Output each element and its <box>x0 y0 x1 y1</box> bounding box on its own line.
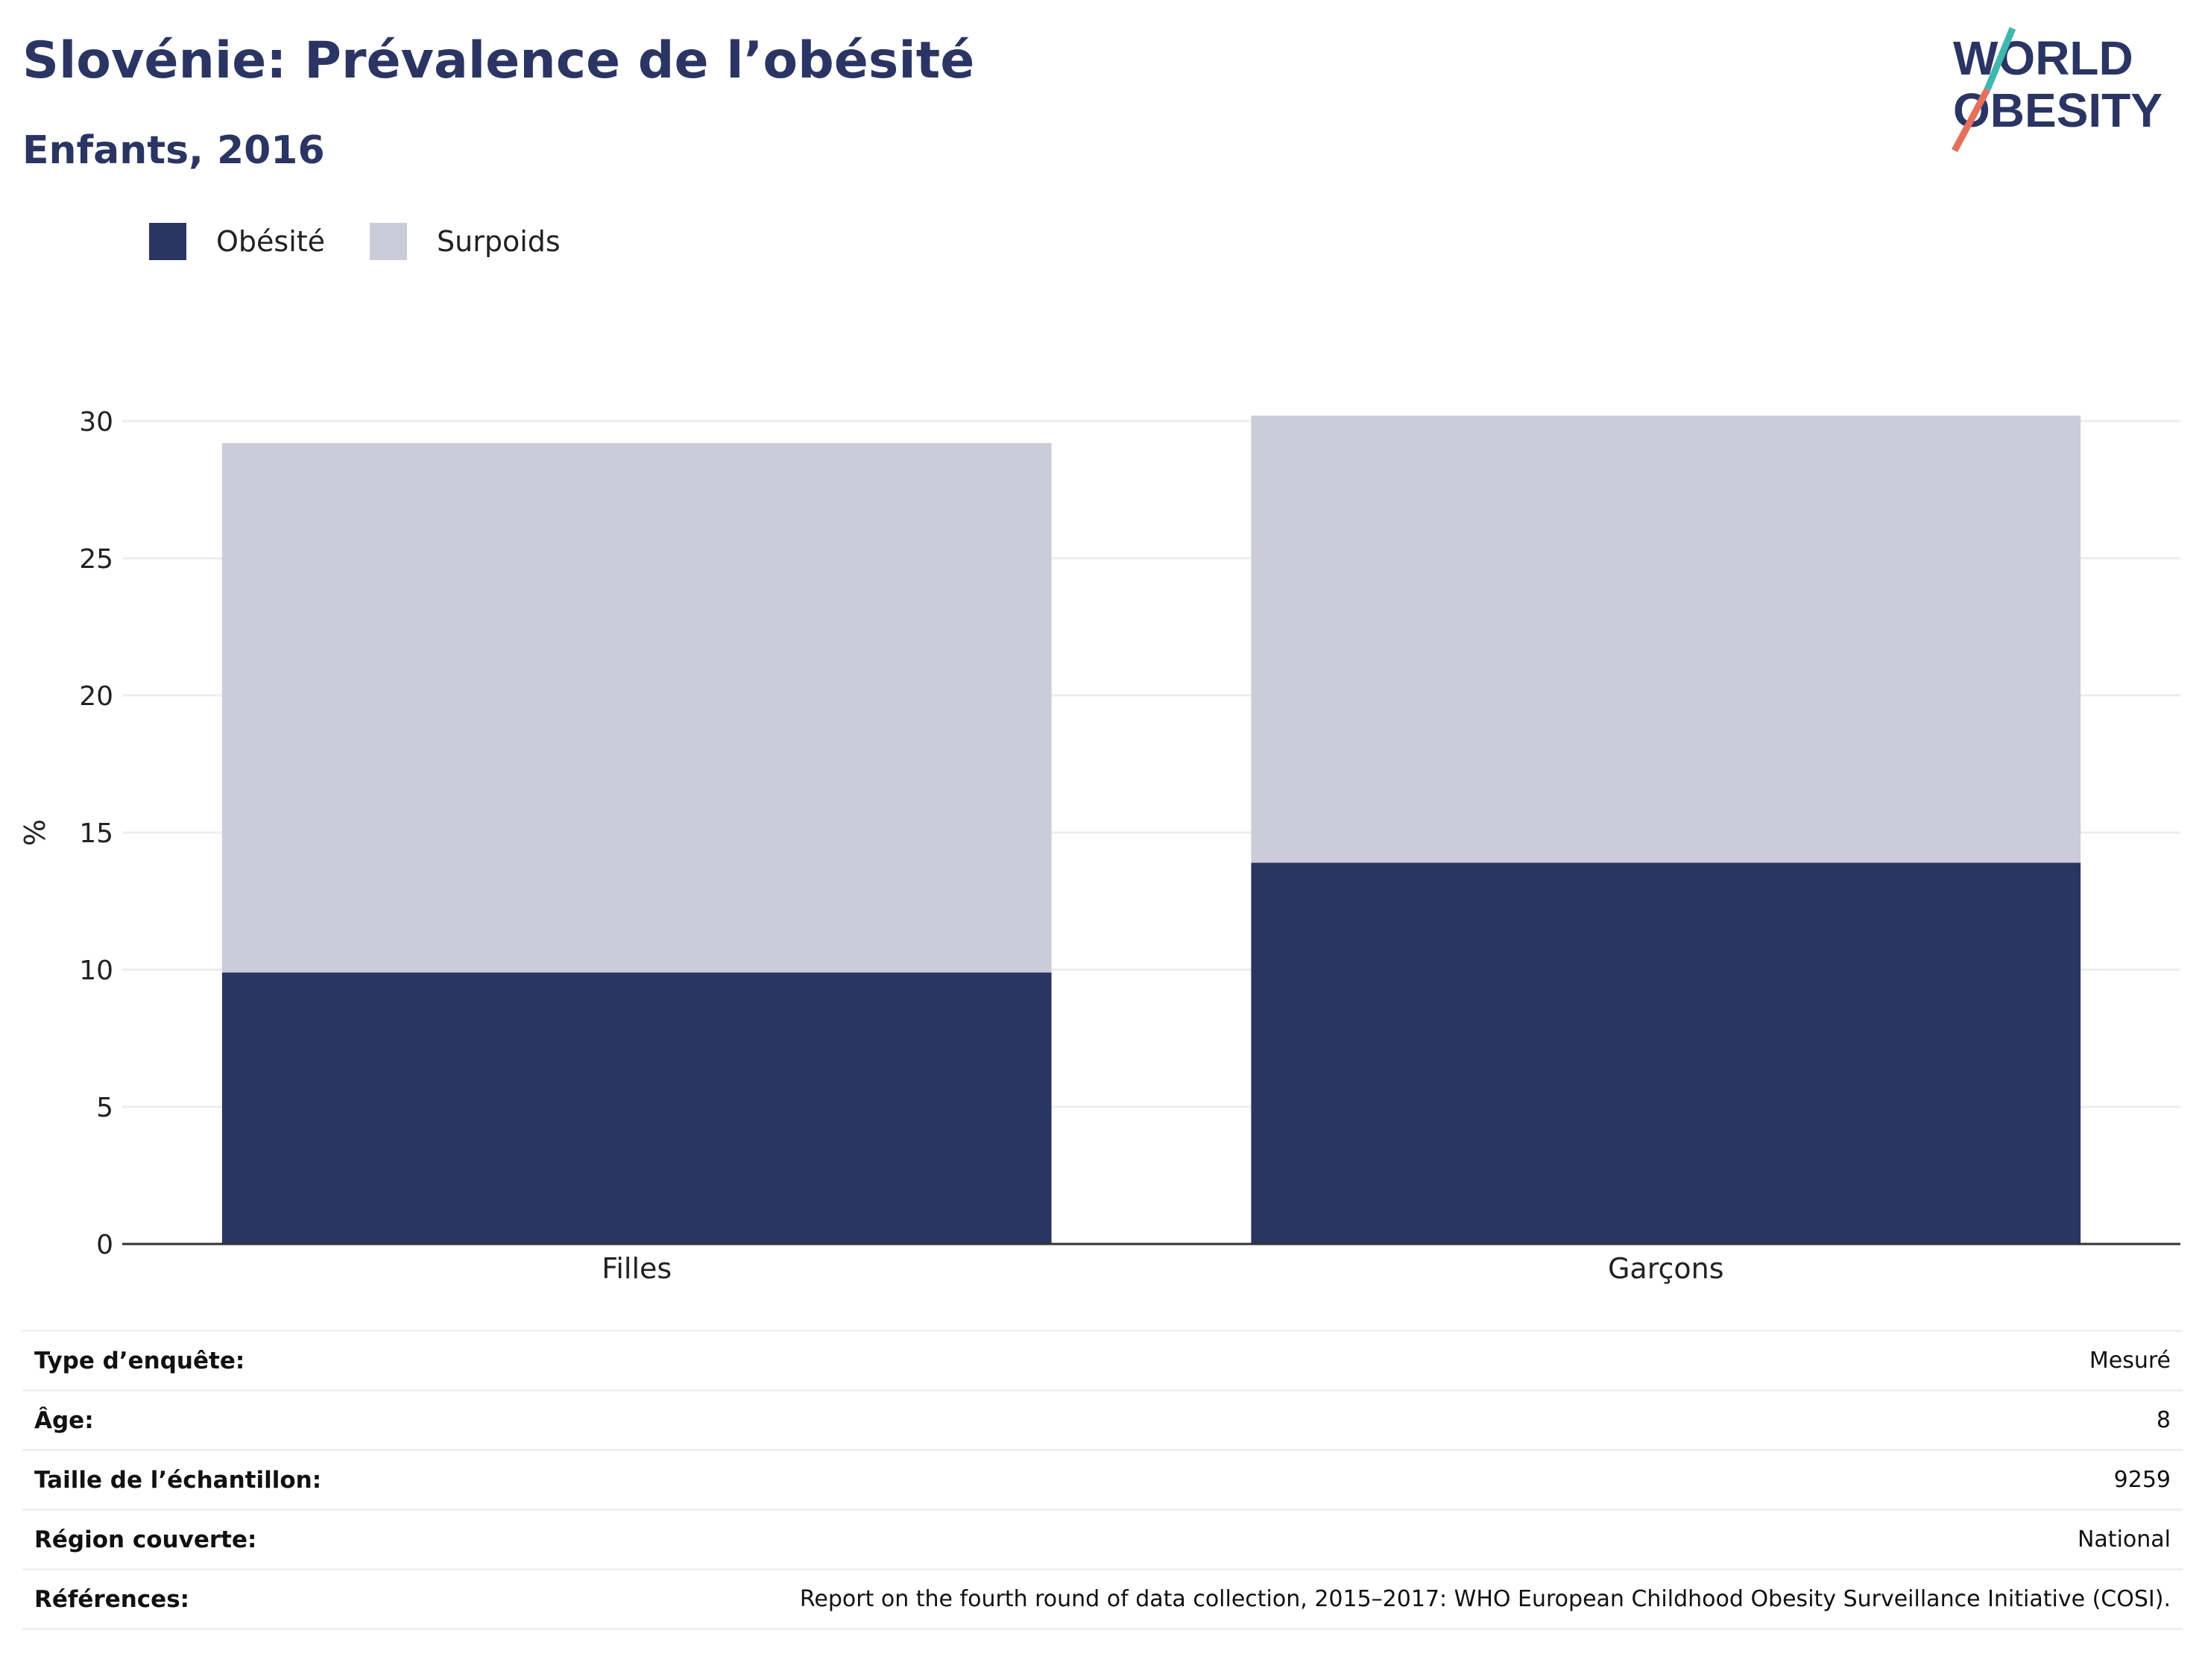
page-title: Slovénie: Prévalence de l’obésité <box>22 31 975 90</box>
y-tick-label: 20 <box>79 681 113 712</box>
bar-obesity-1 <box>1251 862 2081 1244</box>
world-obesity-logo: WORLD OBESITY <box>1952 27 2163 153</box>
bar-overweight-0 <box>221 443 1052 973</box>
info-value: 9259 <box>2113 1467 2171 1493</box>
logo-line1: WORLD <box>1953 31 2133 85</box>
survey-info-table: Type d’enquête: Mesuré Âge: 8 Taille de … <box>22 1330 2183 1630</box>
legend-swatch-overweight <box>370 223 408 260</box>
page-subtitle: Enfants, 2016 <box>22 128 325 173</box>
bar-overweight-1 <box>1251 415 2081 863</box>
y-tick-label: 10 <box>79 956 113 986</box>
info-key: Références: <box>34 1585 190 1613</box>
logo-slash-teal <box>1984 27 2016 91</box>
y-tick-label: 0 <box>96 1230 113 1260</box>
info-key: Type d’enquête: <box>34 1347 245 1374</box>
info-value: Report on the fourth round of data colle… <box>799 1586 2171 1612</box>
info-row-age: Âge: 8 <box>22 1392 2183 1451</box>
info-row-survey-type: Type d’enquête: Mesuré <box>22 1332 2183 1392</box>
info-row-references: Références: Report on the fourth round o… <box>22 1570 2183 1630</box>
y-tick-label: 5 <box>96 1093 113 1123</box>
legend-label-obesity: Obésité <box>216 225 326 258</box>
info-row-region: Région couverte: National <box>22 1511 2183 1570</box>
info-value: National <box>2077 1526 2171 1553</box>
info-row-sample-size: Taille de l’échantillon: 9259 <box>22 1451 2183 1511</box>
bar-chart: 0 5 10 15 20 25 30 Filles Garçons% <box>19 407 2180 1285</box>
legend-swatch-obesity <box>149 223 186 260</box>
x-tick-label: Filles <box>602 1252 672 1285</box>
y-tick-label: 15 <box>79 818 113 849</box>
legend-label-overweight: Surpoids <box>437 225 561 258</box>
y-tick-label: 30 <box>79 407 113 438</box>
y-tick-label: 25 <box>79 544 113 575</box>
x-tick-label: Garçons <box>1608 1252 1724 1285</box>
legend-item-overweight: Surpoids <box>370 223 561 260</box>
info-value: Mesuré <box>2089 1348 2171 1374</box>
info-key: Région couverte: <box>34 1526 257 1553</box>
y-axis-label: % <box>19 819 51 846</box>
chart-legend: Obésité Surpoids <box>149 221 605 262</box>
logo-slash-coral <box>1952 87 1990 153</box>
info-value: 8 <box>2156 1407 2171 1433</box>
legend-item-obesity: Obésité <box>149 223 325 260</box>
info-key: Taille de l’échantillon: <box>34 1466 322 1494</box>
bar-obesity-0 <box>221 972 1052 1244</box>
info-key: Âge: <box>34 1406 94 1434</box>
